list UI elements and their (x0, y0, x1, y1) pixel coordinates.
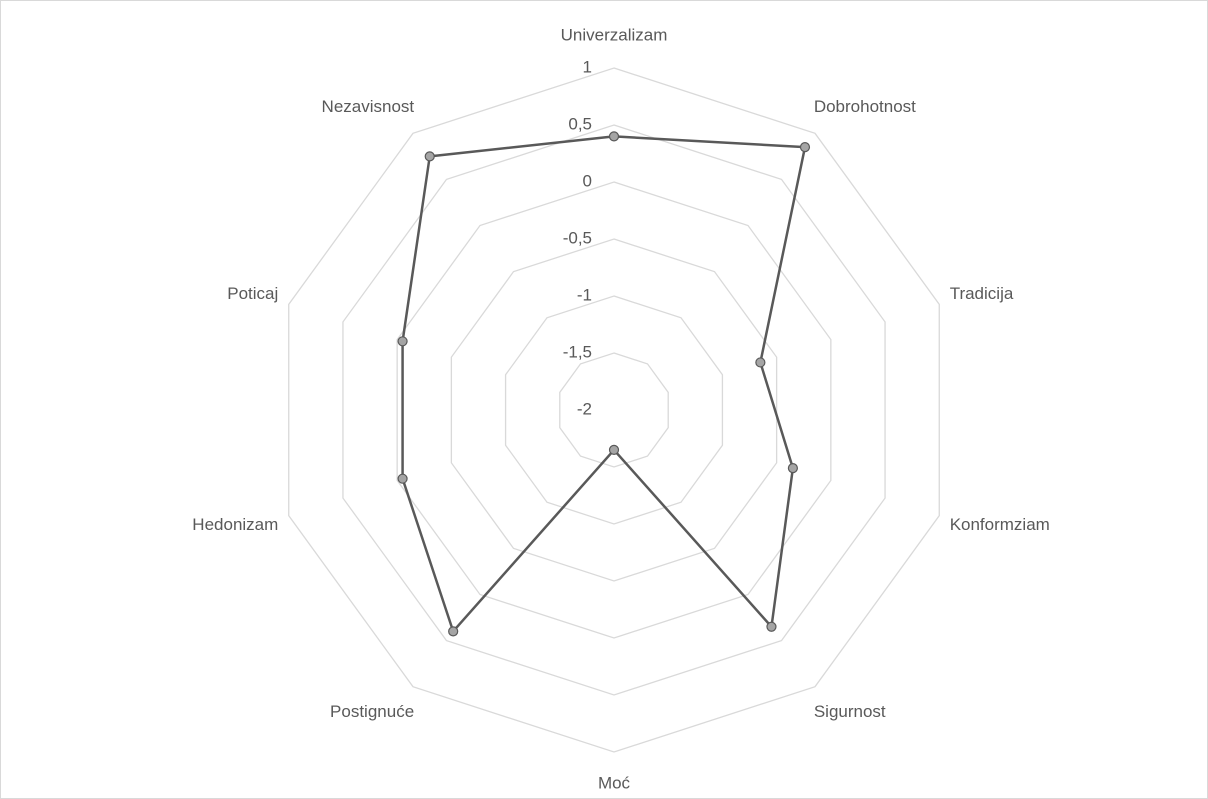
grid-ring (450, 238, 778, 582)
category-label: Univerzalizam (561, 25, 668, 44)
marker (424, 151, 435, 162)
category-label: Hedonizam (192, 515, 278, 534)
y-tick-label: -1,5 (563, 342, 592, 361)
category-label: Poticaj (227, 284, 278, 303)
grid-ring (559, 352, 669, 468)
category-label: Nezavisnost (322, 97, 415, 116)
category-label: Sigurnost (814, 702, 886, 721)
y-tick-label: -2 (577, 399, 592, 418)
y-tick-label: -0,5 (563, 228, 592, 247)
marker (608, 131, 620, 142)
grid-ring (504, 295, 724, 525)
marker (799, 142, 811, 153)
category-label: Tradicija (950, 284, 1014, 303)
grid-ring (288, 67, 940, 753)
marker (787, 463, 798, 474)
grid-ring (342, 124, 886, 696)
category-label: Moć (598, 773, 631, 792)
marker (448, 626, 459, 637)
marker (397, 336, 408, 347)
y-tick-label: -1 (577, 285, 592, 304)
y-tick-label: 0 (583, 171, 592, 190)
category-label: Dobrohotnost (814, 97, 916, 116)
y-tick-label: 1 (583, 57, 592, 76)
y-tick-label: 0,5 (568, 114, 592, 133)
marker (397, 473, 408, 484)
grid-ring (396, 181, 832, 639)
marker (608, 444, 620, 455)
marker (766, 621, 777, 632)
category-label: Konformziam (950, 515, 1050, 534)
category-label: Postignuće (330, 702, 414, 721)
marker (755, 357, 766, 368)
